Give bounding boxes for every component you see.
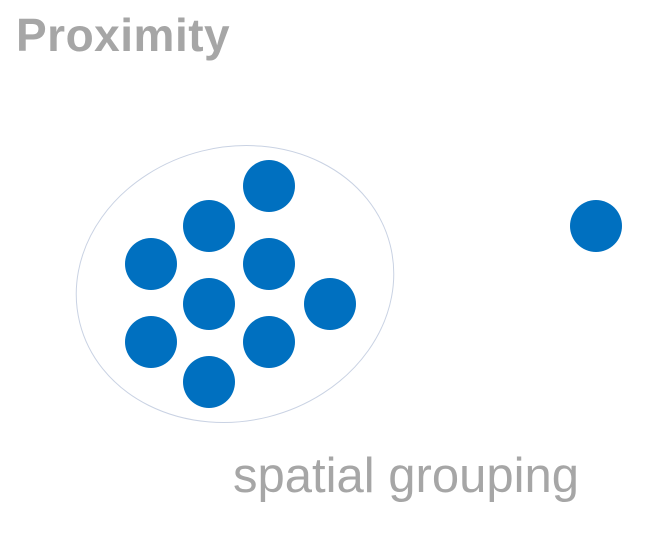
page-title: Proximity [16, 9, 231, 61]
outlier-dot [570, 200, 622, 252]
group-outline [75, 145, 395, 423]
group-dot [243, 316, 295, 368]
group-dot [183, 200, 235, 252]
group-dot [183, 356, 235, 408]
group-dot [243, 238, 295, 290]
group-dot [183, 278, 235, 330]
group-cluster [75, 145, 395, 423]
group-dot [125, 238, 177, 290]
group-dot [304, 278, 356, 330]
caption: spatial grouping [233, 449, 579, 503]
group-dot [243, 160, 295, 212]
group-dot [125, 316, 177, 368]
